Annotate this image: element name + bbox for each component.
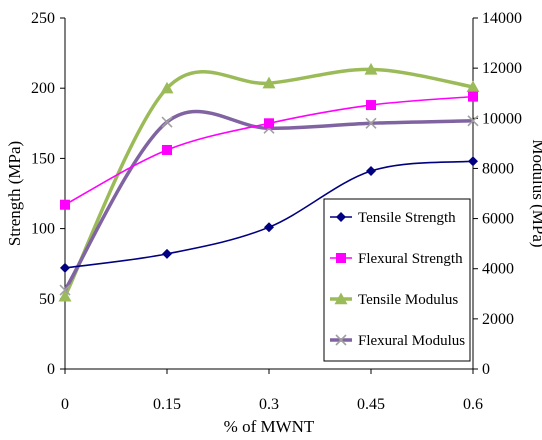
tensile-strength-point [264, 222, 274, 233]
flexural-modulus-point [59, 284, 71, 296]
left-y-tick-label: 50 [39, 291, 55, 308]
flexural-modulus-legend-label: Flexural Modulus [358, 333, 465, 349]
x-tick-label: 0.6 [463, 396, 483, 413]
flexural-strength-point [162, 144, 172, 155]
tensile-modulus-point [262, 76, 276, 89]
right-y-tick-label: 10000 [482, 110, 522, 127]
x-axis-title: % of MWNT [224, 417, 315, 436]
right-y-tick-label: 0 [482, 361, 490, 378]
right-y-tick-label: 12000 [482, 60, 522, 77]
marker-stroke [365, 117, 377, 129]
tensile-strength-legend-label: Tensile Strength [358, 210, 456, 226]
right-y-tick-label: 4000 [482, 261, 514, 278]
x-tick-label: 0.45 [357, 396, 385, 413]
flexural-modulus-point [161, 116, 173, 128]
left-y-tick-label: 150 [31, 150, 55, 167]
marker-stroke [161, 116, 173, 128]
tensile-modulus-legend-label: Tensile Modulus [358, 292, 458, 308]
tensile-modulus-point [466, 80, 480, 93]
flexural-strength-legend-marker [336, 253, 346, 263]
right-y-tick-label: 8000 [482, 160, 514, 177]
left-y-tick-label: 0 [47, 361, 55, 378]
left-y-tick-label: 200 [31, 80, 55, 97]
flexural-strength-point [468, 91, 478, 102]
tensile-strength-point [468, 156, 478, 167]
tensile-strength-point [60, 262, 70, 273]
left-y-tick-label: 250 [31, 10, 55, 27]
right-y-tick-label: 14000 [482, 10, 522, 27]
series-markers [58, 62, 480, 302]
tensile-modulus-line [63, 67, 474, 298]
flexural-modulus-legend-marker [335, 334, 347, 346]
legend-box [323, 198, 471, 362]
tensile-strength-legend-marker [336, 212, 346, 222]
right-y-axis-title: Modulus (MPa) [529, 139, 542, 247]
x-tick-label: 0.15 [153, 396, 181, 413]
flexural-strength-point [366, 100, 376, 111]
tensile-modulus-point [364, 62, 378, 75]
flexural-strength-point [264, 118, 274, 129]
axes: 0 50 100 150 200 250 0 2000 4000 6000 8000 10000 120… [5, 10, 542, 436]
legend: Tensile Strength Flexural Strength Tensile… [323, 198, 471, 362]
tensile-modulus-point [160, 81, 174, 94]
flexural-strength-legend-label: Flexural Strength [358, 251, 463, 267]
tensile-modulus-point [58, 289, 72, 302]
flexural-strength-line [64, 95, 474, 206]
tensile-modulus-legend-marker [334, 292, 348, 305]
x-tick-label: 0.3 [259, 396, 279, 413]
right-y-tick-label: 6000 [482, 211, 514, 228]
left-y-tick-label: 100 [31, 221, 55, 238]
marker-stroke [335, 334, 347, 346]
right-y-tick-label: 2000 [482, 311, 514, 328]
flexural-modulus-point [467, 115, 479, 127]
flexural-strength-point [60, 199, 70, 210]
tensile-strength-point [366, 166, 376, 177]
flexural-modulus-point [365, 117, 377, 129]
tensile-strength-point [162, 248, 172, 259]
left-y-axis-title: Strength (MPa) [5, 141, 24, 246]
marker-stroke [59, 284, 71, 296]
marker-stroke [467, 115, 479, 127]
x-tick-label: 0 [61, 396, 69, 413]
